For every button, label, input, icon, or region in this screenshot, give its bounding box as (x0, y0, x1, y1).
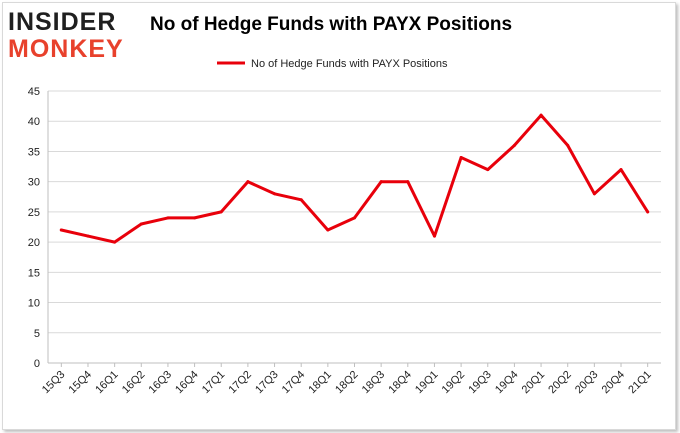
data-point (379, 180, 383, 184)
x-tick-label: 17Q1 (200, 369, 228, 397)
data-point (166, 216, 170, 220)
data-point (406, 180, 410, 184)
y-axis-ticks: 0 5 10 15 20 25 30 35 40 45 (28, 86, 40, 370)
y-tick-label: 35 (28, 146, 40, 158)
y-tick-label: 25 (28, 207, 40, 219)
x-tick-label: 17Q4 (280, 369, 308, 397)
x-tick-label: 20Q4 (600, 369, 628, 397)
data-point (486, 168, 490, 172)
data-point (113, 240, 117, 244)
x-axis-ticks: 15Q3 15Q4 16Q1 16Q2 16Q3 16Q4 17Q1 17Q2 17Q3 17Q4… (40, 363, 654, 396)
data-point (273, 192, 277, 196)
data-point (193, 216, 197, 220)
data-point (512, 143, 516, 147)
data-point (59, 228, 63, 232)
data-point (353, 216, 356, 220)
insider-monkey-logo: INSIDER MONKEY (8, 10, 124, 62)
x-tick-label: 18Q1 (306, 369, 334, 397)
x-tick-label: 15Q4 (67, 369, 95, 397)
data-point (86, 234, 90, 238)
data-point (592, 192, 596, 196)
y-tick-label: 0 (34, 358, 40, 370)
x-tick-label: 16Q3 (147, 369, 175, 397)
y-tick-label: 15 (28, 267, 40, 279)
data-point (646, 210, 650, 214)
chart-title: No of Hedge Funds with PAYX Positions (150, 14, 513, 35)
legend: No of Hedge Funds with PAYX Positions (217, 58, 448, 70)
x-tick-label: 18Q3 (360, 369, 388, 397)
chart-frame (2, 2, 676, 430)
data-point (566, 143, 570, 147)
series-group (59, 113, 650, 244)
data-point (219, 210, 223, 214)
data-point (432, 234, 436, 238)
legend-label: No of Hedge Funds with PAYX Positions (251, 58, 448, 70)
x-tick-label: 16Q1 (93, 369, 121, 397)
x-tick-label: 15Q3 (40, 369, 68, 397)
logo-line-1: INSIDER (8, 8, 117, 36)
data-point (619, 168, 623, 172)
x-tick-label: 18Q2 (333, 369, 361, 397)
gridlines (48, 90, 661, 364)
x-tick-label: 20Q3 (573, 369, 601, 397)
x-tick-label: 21Q1 (626, 369, 654, 397)
data-point (326, 228, 330, 232)
data-point (299, 198, 303, 202)
y-tick-label: 40 (28, 116, 40, 128)
x-tick-label: 17Q2 (226, 369, 254, 397)
axes (47, 91, 661, 364)
x-tick-label: 17Q3 (253, 369, 281, 397)
y-tick-label: 20 (28, 237, 40, 249)
x-tick-label: 18Q4 (386, 369, 414, 397)
x-tick-label: 19Q4 (493, 369, 521, 397)
y-tick-label: 45 (28, 86, 40, 98)
x-tick-label: 20Q1 (520, 369, 548, 397)
series-line-0 (59, 113, 650, 244)
data-point (459, 155, 463, 159)
y-tick-label: 5 (34, 328, 40, 340)
data-point (246, 180, 250, 184)
data-point (539, 113, 543, 117)
x-tick-label: 16Q2 (120, 369, 148, 397)
x-tick-label: 19Q3 (466, 369, 494, 397)
y-tick-label: 10 (28, 298, 40, 310)
x-tick-label: 19Q2 (440, 369, 468, 397)
y-tick-label: 30 (28, 177, 40, 189)
data-point (139, 222, 143, 226)
x-tick-label: 19Q1 (413, 369, 441, 397)
x-tick-label: 16Q4 (173, 369, 201, 397)
x-tick-label: 20Q2 (546, 369, 574, 397)
logo-line-2: MONKEY (8, 35, 124, 63)
